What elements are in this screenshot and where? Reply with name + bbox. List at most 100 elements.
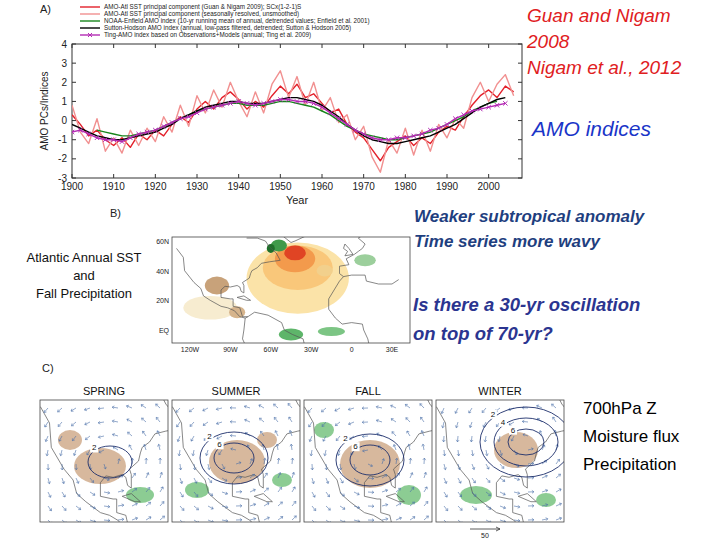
precip-shade [126, 487, 154, 503]
citation: 2008 [526, 31, 570, 52]
flux-vector [441, 408, 444, 414]
height-contour [200, 432, 268, 484]
coastline [237, 296, 251, 300]
flux-vector [190, 422, 194, 426]
map-shade [247, 243, 349, 314]
flux-vector [189, 408, 194, 412]
flux-vector [410, 487, 414, 492]
contour-label: 6 [217, 440, 222, 449]
flux-vector [442, 436, 445, 442]
flux-vector [156, 417, 160, 422]
y-tick [72, 101, 76, 102]
legend-marker [88, 33, 92, 37]
series-marker [195, 111, 199, 115]
flux-vector [112, 406, 118, 409]
flux-vector [523, 434, 528, 437]
flux-vector [410, 517, 415, 520]
y-tick-label: 2 [61, 77, 67, 88]
flux-vector [292, 472, 295, 478]
flux-vector [192, 450, 195, 456]
flux-vector [362, 435, 368, 438]
flux-vector [290, 444, 293, 450]
flux-vector [458, 464, 461, 470]
flux-vector [542, 475, 547, 478]
x-tick [238, 44, 239, 48]
flux-vector [104, 505, 110, 508]
note: Time series more wavy [414, 232, 601, 251]
series-marker [470, 109, 474, 113]
flux-vector [99, 450, 104, 453]
flux-vector [157, 431, 160, 436]
flux-vector [250, 503, 256, 506]
flux-vector [219, 450, 222, 455]
flux-vector [236, 504, 242, 507]
flux-vector [59, 436, 62, 441]
lat-label: 40N [156, 268, 169, 275]
map-b [177, 237, 399, 343]
height-contour [494, 418, 558, 466]
flux-vector [455, 408, 458, 413]
precip-shade [185, 482, 209, 498]
y-tick [72, 178, 76, 179]
flux-vector [177, 436, 180, 442]
flux-vector [500, 464, 504, 468]
season-label: WINTER [478, 385, 521, 397]
flux-vector [556, 503, 561, 506]
y-tick [72, 82, 76, 83]
flux-vector [472, 478, 475, 483]
series-marker [145, 130, 149, 134]
flux-vector [368, 505, 374, 508]
flux-vector [244, 405, 250, 408]
flux-vector [60, 450, 63, 456]
flux-vector [104, 519, 110, 522]
series-marker [153, 128, 157, 132]
flux-vector [278, 517, 283, 521]
map-shade [354, 254, 376, 266]
flux-vector [264, 473, 267, 478]
precip-shade [257, 432, 277, 448]
flux-vector [405, 404, 410, 408]
flux-vector [112, 420, 118, 423]
season-frame [40, 400, 168, 522]
flux-vector [98, 421, 104, 424]
series-marker [386, 138, 390, 142]
series-marker [86, 132, 90, 136]
y-tick [72, 63, 76, 64]
season-map [172, 400, 300, 522]
flux-vector [127, 419, 132, 422]
flux-vector [382, 518, 388, 521]
x-tick [72, 44, 73, 48]
map-shade [263, 245, 333, 289]
flux-vector [391, 405, 396, 408]
x-tick-label: 1910 [103, 181, 126, 192]
x-tick [363, 174, 364, 178]
season-label: SUMMER [212, 385, 261, 397]
plot-frame [72, 44, 522, 178]
flux-vector [498, 436, 501, 442]
flux-vector [408, 444, 411, 450]
series-line [97, 101, 497, 139]
flux-vector [45, 422, 48, 427]
flux-vector [194, 492, 198, 497]
flux-vector [62, 506, 66, 510]
x-tick [447, 44, 448, 48]
flux-vector [132, 503, 137, 506]
contour-label-bg [489, 410, 497, 419]
map-shade [183, 296, 237, 320]
series-marker [361, 132, 365, 136]
flux-vector [514, 492, 520, 495]
flux-vector [292, 487, 295, 492]
flux-vector [250, 518, 256, 521]
flux-vector [382, 489, 388, 492]
flux-vector [160, 487, 163, 492]
flux-vector [310, 450, 313, 456]
flux-vector [278, 473, 281, 478]
series-marker [403, 136, 407, 140]
flux-vector [127, 405, 133, 408]
series-marker [378, 138, 382, 142]
flux-vector [500, 492, 505, 495]
flux-vector [76, 506, 81, 510]
coastline [177, 238, 281, 318]
flux-vector [308, 408, 312, 412]
flux-vector [458, 478, 461, 483]
